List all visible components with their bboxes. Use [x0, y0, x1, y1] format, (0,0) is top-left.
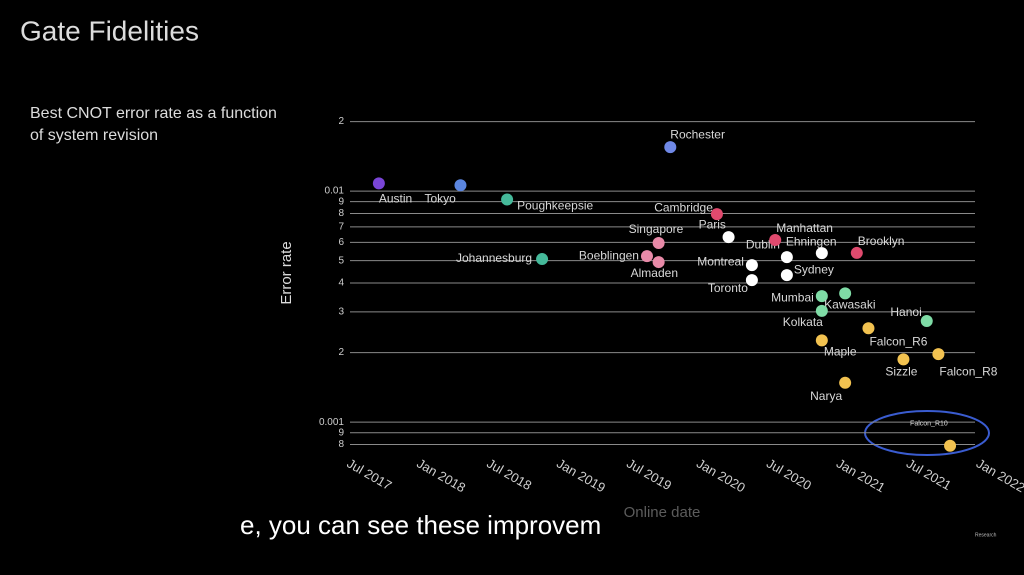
point-label: Tokyo	[424, 191, 456, 205]
point-label: Maple	[824, 344, 857, 358]
point-label: Austin	[379, 192, 412, 206]
data-point	[652, 237, 665, 250]
point-label: Manhattan	[776, 221, 833, 235]
data-point	[815, 290, 828, 303]
y-tick-label: 7	[338, 222, 344, 233]
point-label: Rochester	[670, 127, 725, 141]
y-tick-label: 2	[338, 116, 344, 127]
data-point	[932, 348, 945, 361]
data-point	[745, 259, 758, 272]
data-point	[780, 251, 793, 264]
point-label: Toronto	[708, 281, 748, 295]
data-point	[769, 234, 782, 247]
point-label: Montreal	[697, 254, 744, 268]
y-axis-label: Error rate	[278, 241, 295, 304]
point-label: Falcon_R8	[939, 364, 997, 378]
title: Gate Fidelities	[20, 15, 199, 46]
point-label: Poughkeepsie	[517, 199, 593, 213]
y-tick-label: 8	[338, 439, 344, 450]
y-tick-label: 3	[338, 307, 344, 318]
point-label: Ehningen	[786, 234, 837, 248]
data-point	[664, 141, 677, 154]
point-label: Falcon_R6	[869, 334, 927, 348]
data-point	[839, 287, 852, 300]
point-label: Sizzle	[885, 365, 917, 379]
point-label: Almaden	[631, 266, 678, 280]
point-label: Brooklyn	[858, 234, 905, 248]
data-point	[815, 334, 828, 347]
y-tick-label: 0.01	[325, 186, 345, 197]
data-point	[780, 269, 793, 282]
y-tick-label: 2	[338, 347, 344, 358]
point-label: Falcon_R10	[910, 421, 948, 428]
y-tick-label: 5	[338, 255, 344, 266]
data-point	[640, 250, 653, 263]
data-point	[745, 274, 758, 287]
data-point	[944, 439, 957, 452]
data-point	[850, 246, 863, 259]
data-point	[897, 353, 910, 366]
point-label: Kolkata	[783, 315, 823, 329]
subtitle: of system revision	[30, 127, 158, 144]
point-label: Boeblingen	[579, 248, 639, 262]
data-point	[862, 322, 875, 335]
data-point	[501, 193, 514, 206]
point-label: Paris	[699, 217, 726, 231]
caption: e, you can see these improvem	[240, 510, 601, 540]
subtitle: Best CNOT error rate as a function	[30, 105, 277, 122]
point-label: Hanoi	[890, 305, 921, 319]
point-label: Mumbai	[771, 290, 814, 304]
point-label: Singapore	[629, 222, 684, 236]
data-point	[710, 208, 723, 221]
point-label: Sydney	[794, 262, 834, 276]
data-point	[536, 253, 549, 266]
point-label: Kawasaki	[824, 298, 875, 312]
y-tick-label: 8	[338, 208, 344, 219]
x-axis-label: Online date	[624, 504, 701, 521]
data-point	[920, 315, 933, 328]
point-label: Cambridge	[654, 200, 713, 214]
data-point	[839, 376, 852, 389]
y-tick-label: 9	[338, 427, 344, 438]
data-point	[652, 256, 665, 269]
y-tick-label: 4	[338, 278, 344, 289]
point-label: Narya	[810, 389, 842, 403]
y-tick-label: 9	[338, 196, 344, 207]
point-label: Johannesburg	[456, 251, 532, 265]
data-point	[372, 177, 385, 190]
data-point	[815, 247, 828, 260]
data-point	[722, 231, 735, 244]
data-point	[454, 179, 467, 192]
y-tick-label: 0.001	[319, 417, 344, 428]
y-tick-label: 6	[338, 237, 344, 248]
logo: Research	[975, 532, 997, 538]
data-point	[815, 304, 828, 317]
